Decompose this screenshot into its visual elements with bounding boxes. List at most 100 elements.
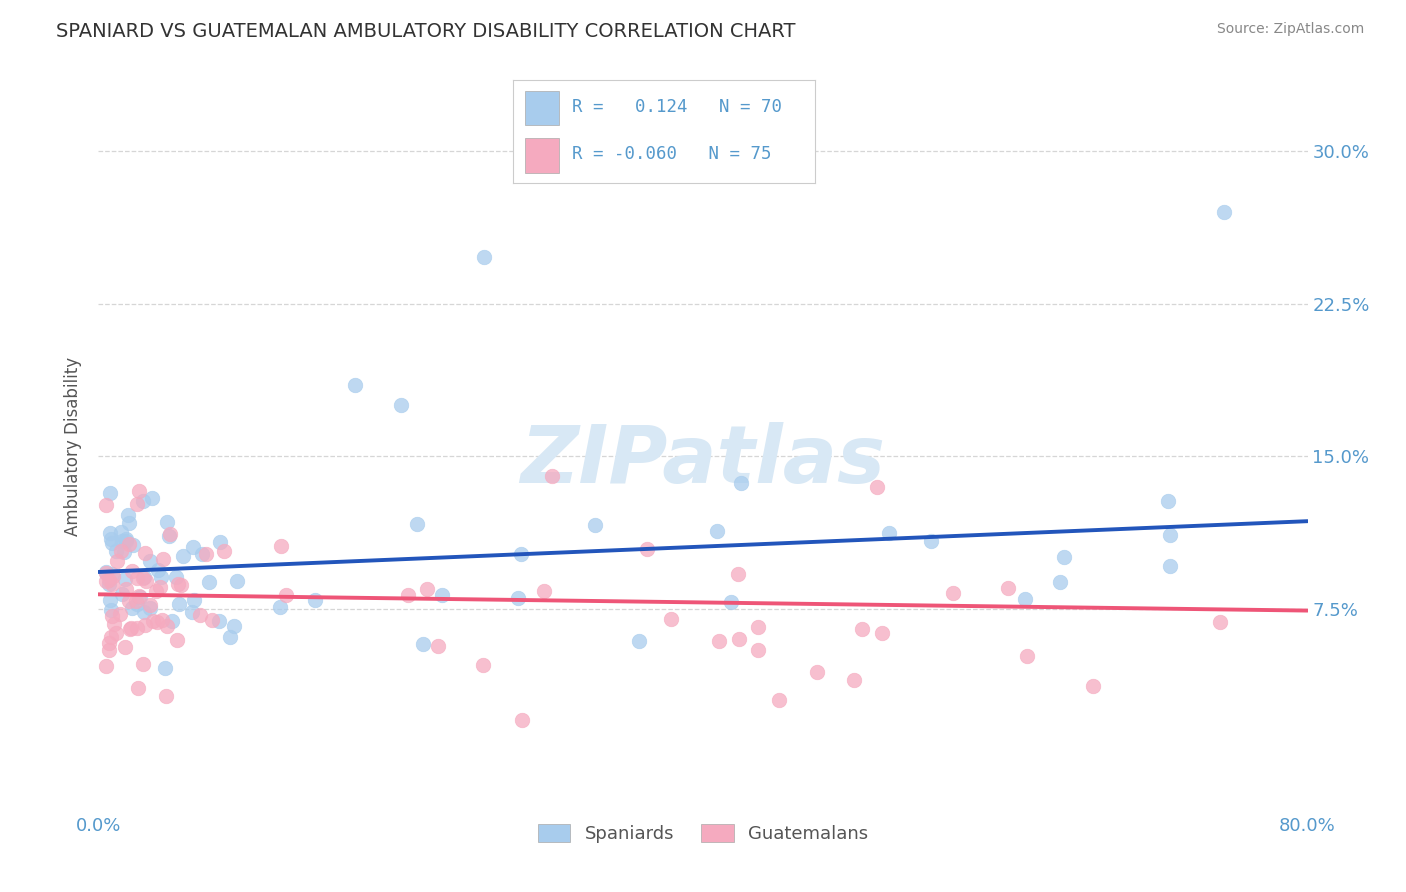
- Point: [98, 636, 121, 650]
- Point: [201, 613, 224, 627]
- Point: [128, 590, 150, 604]
- Point: [851, 622, 873, 636]
- Point: [636, 542, 658, 557]
- Point: [153, 661, 176, 675]
- Point: [181, 541, 204, 555]
- Point: [844, 673, 866, 687]
- Point: [165, 570, 187, 584]
- Point: [212, 544, 235, 558]
- Point: [269, 600, 291, 615]
- Point: [198, 575, 221, 590]
- Point: [132, 494, 155, 508]
- Point: [127, 621, 149, 635]
- Point: [160, 614, 183, 628]
- Point: [150, 570, 173, 584]
- Point: [208, 614, 231, 628]
- Point: [222, 619, 245, 633]
- Point: [274, 588, 297, 602]
- Point: [720, 595, 742, 609]
- Point: [412, 637, 434, 651]
- Point: [120, 622, 142, 636]
- Point: [125, 571, 148, 585]
- Point: [806, 665, 828, 680]
- Point: [101, 536, 124, 550]
- Point: [1213, 205, 1236, 219]
- Point: [172, 549, 194, 563]
- Point: [114, 545, 136, 559]
- Point: [127, 681, 149, 695]
- Point: [181, 605, 204, 619]
- Point: [110, 544, 132, 558]
- Point: [122, 538, 145, 552]
- Point: [304, 593, 326, 607]
- Point: [533, 583, 555, 598]
- Point: [510, 714, 533, 728]
- Point: [100, 592, 122, 607]
- Point: [879, 526, 901, 541]
- Point: [768, 693, 790, 707]
- Point: [139, 598, 162, 612]
- Point: [115, 534, 138, 549]
- Point: [866, 480, 889, 494]
- Point: [115, 533, 138, 547]
- FancyBboxPatch shape: [526, 91, 558, 126]
- Point: [628, 633, 651, 648]
- Point: [124, 594, 146, 608]
- Point: [416, 582, 439, 596]
- Point: [97, 574, 120, 588]
- Point: [139, 601, 162, 615]
- Point: [183, 593, 205, 607]
- Point: [134, 570, 156, 584]
- Point: [98, 486, 121, 500]
- Point: [100, 567, 122, 582]
- Point: [100, 630, 122, 644]
- Point: [96, 499, 118, 513]
- Point: [145, 584, 167, 599]
- Point: [1159, 528, 1181, 542]
- Point: [659, 612, 682, 626]
- Point: [114, 640, 136, 654]
- Point: [219, 630, 242, 644]
- Point: [134, 618, 156, 632]
- Point: [1081, 679, 1104, 693]
- Point: [114, 572, 136, 586]
- Point: [110, 524, 132, 539]
- Point: [135, 574, 157, 589]
- Point: [396, 588, 419, 602]
- Text: ZIPatlas: ZIPatlas: [520, 422, 886, 500]
- Point: [138, 554, 160, 568]
- Point: [98, 525, 121, 540]
- Point: [141, 491, 163, 505]
- Point: [540, 469, 562, 483]
- Point: [134, 605, 156, 619]
- Point: [121, 565, 143, 579]
- Point: [103, 617, 125, 632]
- Point: [127, 597, 149, 611]
- Point: [730, 475, 752, 490]
- Point: [150, 613, 173, 627]
- Point: [389, 398, 412, 412]
- Point: [997, 582, 1019, 596]
- Point: [94, 574, 117, 588]
- Point: [1015, 648, 1038, 663]
- FancyBboxPatch shape: [526, 137, 558, 173]
- Point: [430, 588, 453, 602]
- Point: [472, 250, 495, 264]
- Point: [405, 517, 427, 532]
- Point: [167, 597, 190, 611]
- Point: [117, 508, 139, 522]
- Point: [101, 576, 124, 591]
- Point: [727, 632, 749, 646]
- Point: [747, 643, 769, 657]
- Point: [152, 551, 174, 566]
- Point: [208, 535, 231, 549]
- Point: [115, 582, 138, 596]
- Point: [100, 603, 122, 617]
- Point: [94, 566, 117, 581]
- Point: [472, 658, 495, 673]
- Point: [1049, 575, 1071, 590]
- Text: R = -0.060   N = 75: R = -0.060 N = 75: [572, 145, 772, 162]
- Point: [129, 590, 152, 604]
- Point: [166, 632, 188, 647]
- Point: [148, 564, 170, 578]
